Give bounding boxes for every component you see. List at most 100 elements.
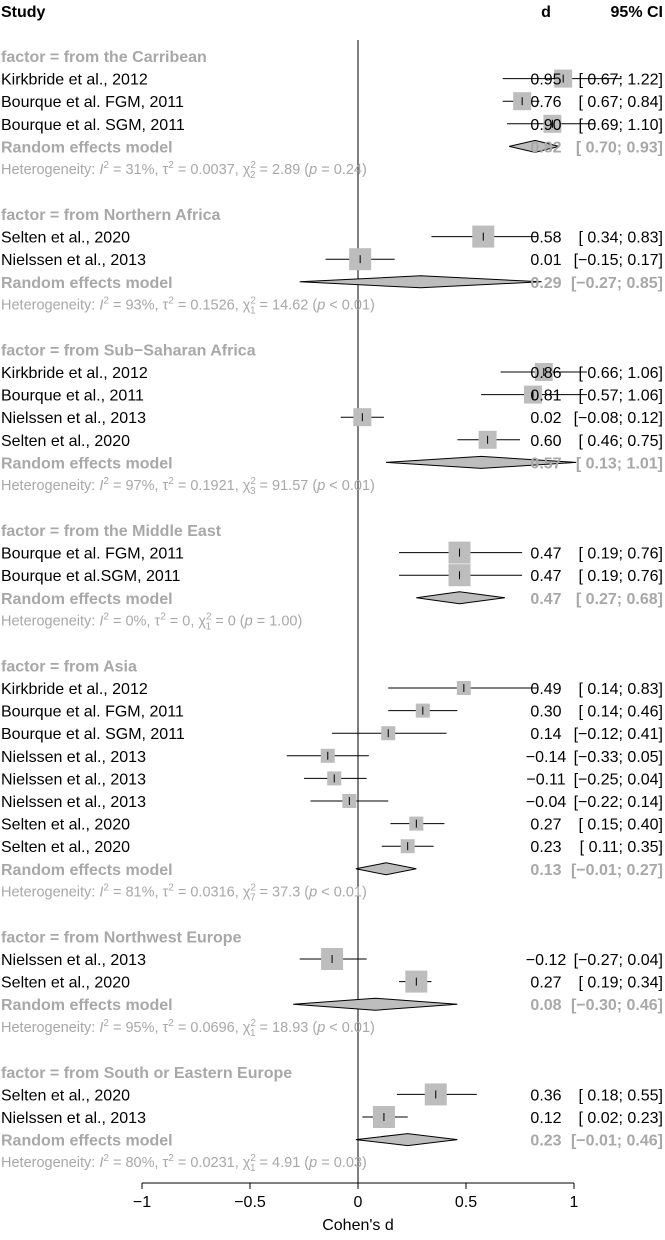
ci-value: [ 0.02; 0.23] (578, 1110, 663, 1127)
groups: factor = from the Carribean Kirkbride et … (1, 49, 663, 1174)
study-label: Nielssen et al., 2013 (1, 252, 146, 269)
re-diamond (355, 1133, 458, 1147)
heterogeneity-text: Heterogeneity: I2 = 31%, τ2 = 0.0037, χ2… (1, 160, 367, 181)
effect-value: 0.49 (530, 681, 561, 698)
ci-value: [ 0.66; 1.06] (578, 365, 663, 382)
study-label: Kirkbride et al., 2012 (1, 72, 148, 89)
study-label: Nielssen et al., 2013 (1, 794, 146, 811)
re-ci-value: [ 0.13; 1.01] (576, 455, 663, 472)
study-label: Kirkbride et al., 2012 (1, 365, 148, 382)
effect-value: −0.11 (526, 771, 565, 788)
effect-value: 0.36 (530, 1087, 561, 1104)
study-label: Nielssen et al., 2013 (1, 952, 146, 969)
effect-value: 0.60 (530, 433, 561, 450)
study-label: Selten et al., 2020 (1, 230, 130, 247)
re-diamond (509, 139, 560, 153)
study-label: Bourque et al. SGM, 2011 (1, 726, 185, 743)
study-label: Bourque et al.SGM, 2011 (1, 568, 180, 585)
effect-value: 0.01 (530, 252, 561, 269)
study-label: Bourque et al. FGM, 2011 (1, 546, 184, 563)
effect-value: 0.47 (530, 546, 561, 563)
ci-value: [ 0.34; 0.83] (578, 230, 663, 247)
study-label: Selten et al., 2020 (1, 817, 130, 834)
ci-value: [−0.27; 0.04] (574, 952, 663, 969)
ci-value: [−0.08; 0.12] (574, 410, 663, 427)
study-label: Selten et al., 2020 (1, 975, 130, 992)
heterogeneity-text: Heterogeneity: I2 = 81%, τ2 = 0.0316, χ2… (1, 882, 367, 903)
ci-value: [−0.22; 0.14] (574, 794, 663, 811)
re-ci-value: [−0.01; 0.46] (571, 1133, 663, 1150)
ci-value: [ 0.14; 0.46] (578, 704, 663, 721)
effect-value: −0.12 (526, 952, 567, 969)
group-title: factor = from Northwest Europe (1, 929, 242, 946)
heterogeneity-text: Heterogeneity: I2 = 93%, τ2 = 0.1526, χ2… (1, 295, 375, 316)
re-effect-value: 0.08 (530, 997, 561, 1014)
ci-value: [ 0.19; 0.34] (578, 975, 663, 992)
re-effect-value: 0.13 (530, 862, 561, 879)
study-label: Kirkbride et al., 2012 (1, 681, 148, 698)
re-label: Random effects model (1, 139, 173, 156)
study-label: Bourque et al. FGM, 2011 (1, 94, 184, 111)
re-diamond (355, 862, 417, 876)
re-diamond (293, 997, 458, 1011)
re-label: Random effects model (1, 591, 173, 608)
re-diamond (386, 455, 577, 469)
effect-value: 0.02 (530, 410, 561, 427)
re-ci-value: [ 0.27; 0.68] (576, 591, 663, 608)
study-label: Selten et al., 2020 (1, 1087, 130, 1104)
re-effect-value: 0.57 (530, 455, 561, 472)
axis-tick-label: 0 (354, 1194, 363, 1211)
re-effect-value: 0.29 (530, 275, 561, 292)
effect-value: 0.30 (530, 704, 561, 721)
ci-value: [−0.25; 0.04] (574, 771, 663, 788)
effect-value: 0.27 (530, 817, 561, 834)
re-ci-value: [ 0.70; 0.93] (576, 139, 663, 156)
study-label: Nielssen et al., 2013 (1, 410, 146, 427)
header-ci: 95% CI (611, 4, 663, 21)
group-title: factor = from Sub−Saharan Africa (1, 342, 256, 359)
effect-value: −0.04 (526, 794, 567, 811)
axis-tick-label: 0.5 (455, 1194, 477, 1211)
group-title: factor = from South or Eastern Europe (1, 1065, 292, 1082)
ci-value: [−0.15; 0.17] (574, 252, 663, 269)
effect-value: 0.58 (530, 230, 561, 247)
study-label: Selten et al., 2020 (1, 839, 130, 856)
effect-value: 0.12 (530, 1110, 561, 1127)
study-label: Bourque et al. SGM, 2011 (1, 117, 185, 134)
group-title: factor = from the Carribean (1, 49, 207, 66)
re-label: Random effects model (1, 1133, 173, 1150)
re-ci-value: [−0.01; 0.27] (571, 862, 663, 879)
ci-value: [ 0.11; 0.35] (580, 839, 663, 856)
re-label: Random effects model (1, 275, 173, 292)
header-effect: d (541, 4, 551, 21)
effect-value: 0.95 (530, 72, 561, 89)
heterogeneity-text: Heterogeneity: I2 = 0%, τ2 = 0, χ2 1 = 0 … (1, 611, 302, 632)
re-diamond (299, 275, 542, 289)
ci-value: [−0.12; 0.41] (574, 726, 663, 743)
header-study: Study (1, 4, 46, 21)
re-label: Random effects model (1, 455, 173, 472)
x-axis: −1 −0.5 0 0.5 1 (133, 1182, 579, 1211)
ci-value: [ 0.18; 0.55] (578, 1087, 663, 1104)
ci-value: [ 0.46; 0.75] (578, 433, 663, 450)
study-label: Nielssen et al., 2013 (1, 749, 146, 766)
study-label: Bourque et al., 2011 (1, 388, 144, 405)
ci-value: [ 0.57; 1.06] (578, 388, 663, 405)
axis-tick-label: −1 (133, 1194, 151, 1211)
effect-value: 0.23 (530, 839, 561, 856)
effect-value: 0.81 (530, 388, 561, 405)
heterogeneity-text: Heterogeneity: I2 = 80%, τ2 = 0.0231, χ2… (1, 1153, 367, 1174)
study-label: Nielssen et al., 2013 (1, 771, 146, 788)
group-title: factor = from Asia (1, 658, 137, 675)
re-effect-value: 0.23 (530, 1133, 561, 1150)
effect-value: 0.76 (530, 94, 561, 111)
heterogeneity-text: Heterogeneity: I2 = 95%, τ2 = 0.0696, χ2… (1, 1018, 375, 1039)
effect-value: 0.27 (530, 975, 561, 992)
ci-value: [ 0.14; 0.83] (578, 681, 663, 698)
ci-value: [ 0.67; 1.22] (578, 72, 663, 89)
ci-value: [ 0.19; 0.76] (578, 546, 663, 563)
heterogeneity-text: Heterogeneity: I2 = 97%, τ2 = 0.1921, χ2… (1, 476, 375, 497)
ci-value: [ 0.19; 0.76] (578, 568, 663, 585)
ci-value: [ 0.69; 1.10] (578, 117, 663, 134)
re-effect-value: 0.82 (530, 139, 561, 156)
